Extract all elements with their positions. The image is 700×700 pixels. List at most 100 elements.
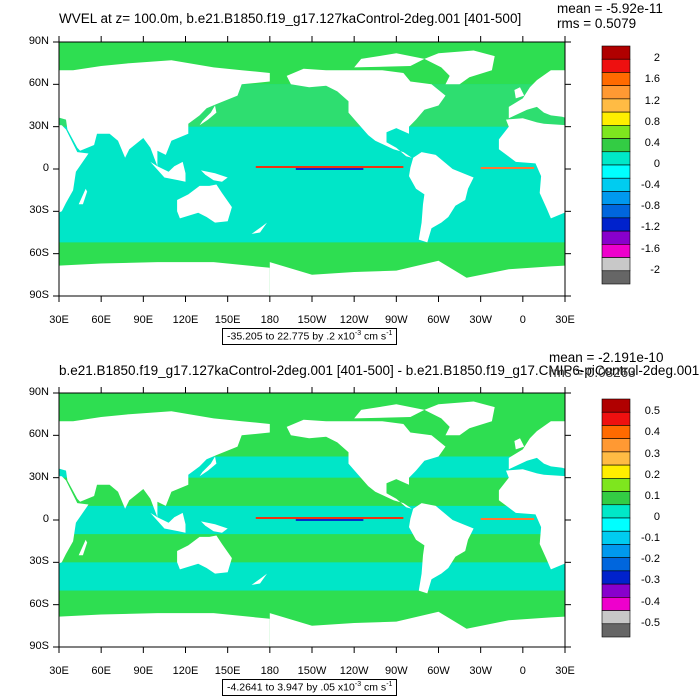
colorbar-swatch — [601, 583, 631, 598]
lat-label: 0 — [42, 513, 49, 525]
colorbar-swatch — [601, 425, 631, 439]
panel1-range-box: -35.205 to 22.775 by .2 x10-3 cm s-1 — [222, 328, 398, 345]
map-panel-2 — [53, 387, 700, 653]
lon-label: 120E — [172, 314, 199, 326]
colorbar-swatch — [601, 623, 631, 638]
land-mass — [514, 87, 525, 99]
lon-label: 0 — [519, 314, 526, 326]
lon-label: 180 — [260, 665, 279, 677]
land-mass — [201, 170, 228, 182]
land-mass — [683, 536, 700, 574]
range-exp: -3 — [354, 681, 362, 688]
colorbar-swatch — [601, 270, 631, 285]
land-mass — [409, 503, 474, 594]
land-mass — [177, 535, 232, 574]
colorbar-swatch — [601, 177, 631, 192]
lat-label: 60S — [29, 597, 49, 610]
colorbar-swatch — [601, 138, 631, 153]
equatorial-signal — [480, 518, 535, 520]
range-text: -35.205 to 22.775 by .2 x10 — [227, 330, 355, 343]
lon-label: 60E — [91, 314, 111, 326]
colorbar-label: -2 — [650, 263, 660, 276]
lat-label: 60N — [28, 77, 49, 90]
colorbar-label: -0.5 — [641, 616, 660, 629]
colorbar-swatch — [601, 517, 631, 532]
equatorial-signal — [255, 166, 404, 168]
colorbar-swatch — [601, 85, 631, 100]
lat-label: 60N — [28, 428, 49, 441]
colorbar-swatch — [601, 164, 631, 179]
colorbar-swatch — [601, 530, 631, 545]
colorbar-label: 0 — [653, 511, 660, 523]
land-mass — [150, 512, 186, 533]
land-mass — [498, 118, 565, 219]
colorbar-label: 0.3 — [644, 447, 660, 460]
land-mass — [508, 70, 565, 119]
land-mass — [59, 262, 270, 296]
lon-label: 90E — [133, 665, 154, 677]
land-mass — [424, 401, 495, 436]
range-unit: cm s — [361, 330, 387, 343]
colorbar-label: 1.2 — [644, 94, 660, 107]
colorbar-label: -1.2 — [641, 221, 660, 234]
land-mass — [59, 411, 270, 518]
land-mass — [508, 421, 565, 470]
colorbar-label: 0.4 — [644, 136, 660, 149]
land-mass — [683, 185, 700, 223]
land-mass — [286, 68, 446, 158]
lon-label: 150E — [214, 314, 241, 326]
colorbar-swatch — [601, 125, 631, 139]
panel2-title: b.e21.B1850.f19_g17.127kaControl-2deg.00… — [59, 363, 699, 378]
land-mass — [354, 53, 425, 68]
lon-label: 0 — [519, 665, 526, 677]
land-mass — [585, 540, 593, 556]
lat-label: 30N — [28, 470, 49, 483]
colorbar-swatch — [601, 72, 631, 86]
lat-label: 90S — [29, 640, 49, 652]
panel1-rms: rms = 0.5079 — [557, 16, 637, 31]
lat-label: 60S — [29, 246, 49, 259]
colorbar-swatch — [601, 491, 631, 506]
panel1-mean: mean = -5.92e-11 — [557, 1, 663, 16]
land-mass — [656, 513, 691, 533]
equatorial-signal — [295, 519, 364, 521]
land-mass — [78, 539, 88, 556]
colorbar-swatch — [601, 597, 631, 611]
colorbar-swatch — [601, 438, 631, 453]
colorbar-label: 2 — [653, 52, 660, 65]
colorbar-label: 1.6 — [644, 73, 660, 86]
lat-label: 30S — [29, 555, 49, 568]
range-unit: cm s — [361, 681, 387, 694]
land-mass — [656, 162, 691, 182]
colorbar-swatch — [601, 204, 631, 219]
panel2-rms: rms = 0.08263 — [549, 365, 636, 380]
land-mass — [251, 573, 267, 585]
colorbar-swatch — [601, 98, 631, 113]
land-mass — [354, 404, 425, 419]
equatorial-signal — [255, 517, 404, 519]
colorbar-label: -0.8 — [641, 200, 660, 213]
colorbar-label: 0.2 — [644, 468, 660, 481]
lon-label: 150W — [297, 665, 327, 677]
colorbar-swatch — [601, 45, 631, 60]
ocean-band — [59, 204, 565, 233]
land-mass — [514, 438, 525, 450]
land-mass — [199, 105, 217, 126]
lon-label: 30E — [555, 314, 575, 326]
land-mass — [269, 260, 565, 296]
colorbar-swatch — [601, 464, 631, 479]
colorbar-label: -1.6 — [641, 242, 660, 255]
equatorial-signal — [295, 168, 364, 170]
range-unit-exp: -1 — [386, 681, 393, 688]
lon-label: 150W — [297, 314, 327, 326]
land-mass — [269, 611, 565, 647]
land-mass — [424, 50, 495, 85]
panel2-range-box: -4.2641 to 3.947 by .05 x10-3 cm s-1 — [222, 679, 398, 696]
colorbar-label: -0.2 — [641, 553, 660, 566]
land-mass — [59, 476, 89, 564]
colorbar-swatch — [601, 58, 631, 73]
lon-label: 60W — [427, 314, 450, 326]
colorbar-swatch — [601, 557, 631, 572]
